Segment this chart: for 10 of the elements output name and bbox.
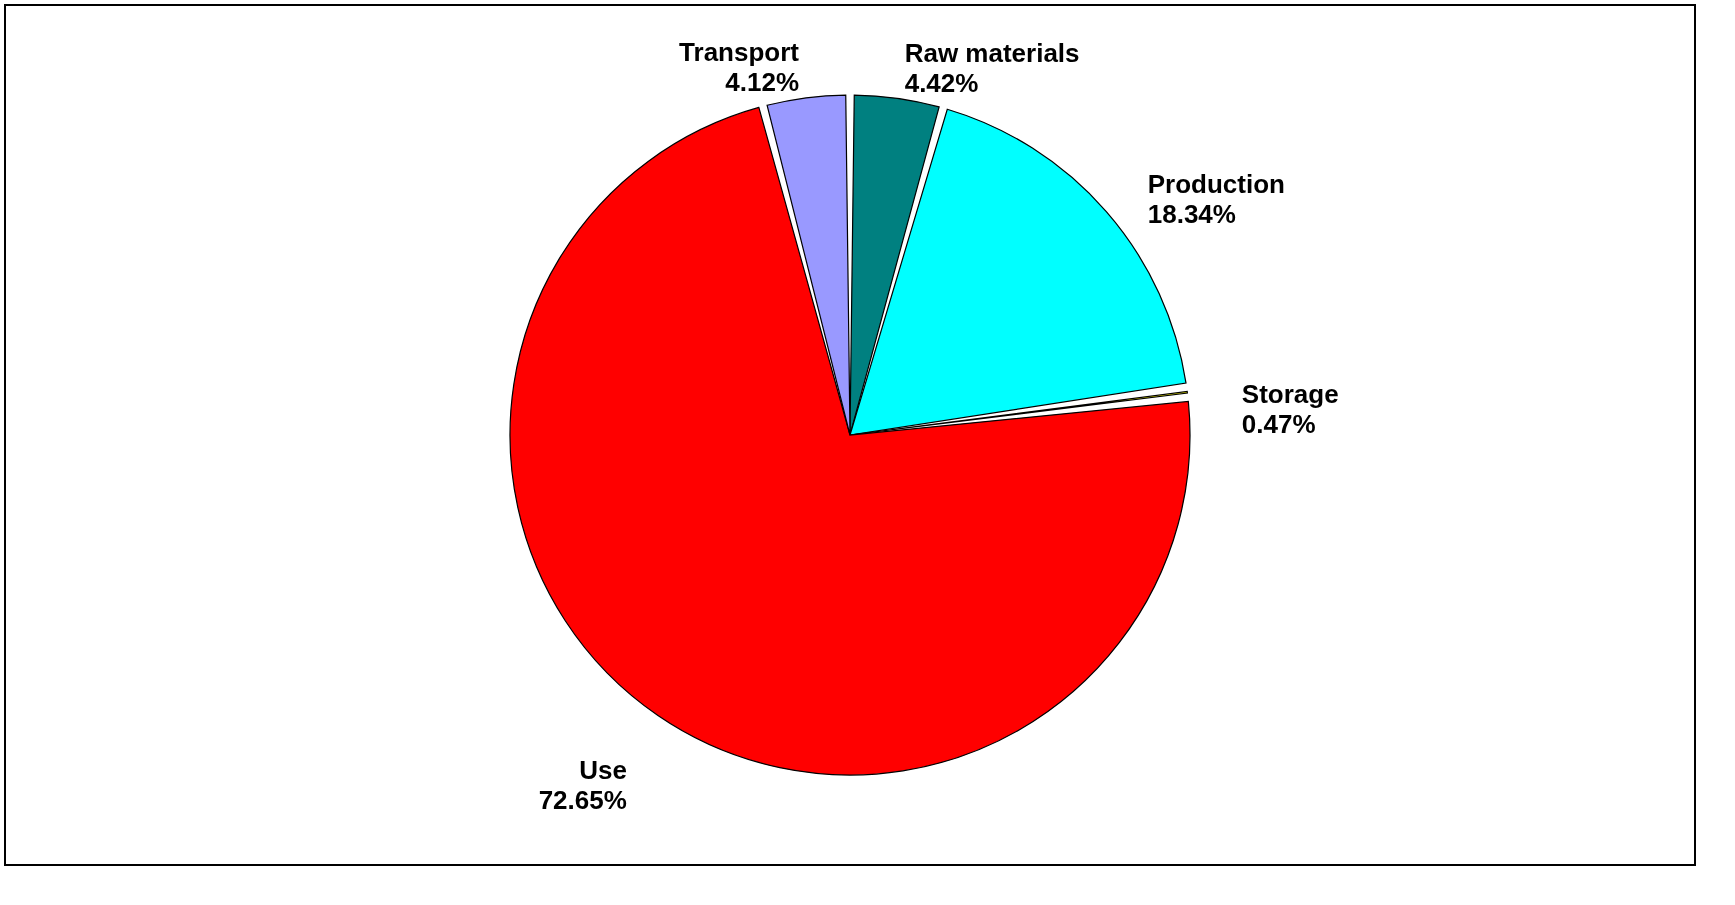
data-label: 4.42%: [904, 67, 979, 98]
data-label: 4.12%: [725, 67, 800, 98]
data-label: 72.65%: [538, 784, 627, 815]
data-label: 0.47%: [1241, 409, 1316, 440]
slice-label: Transport: [679, 37, 800, 68]
slice-label: Storage: [1241, 379, 1339, 410]
data-label: 18.34%: [1147, 199, 1236, 230]
slice-label: Raw materials: [904, 37, 1080, 68]
slice-label: Use: [579, 754, 627, 785]
slice-label: Production: [1147, 169, 1285, 200]
